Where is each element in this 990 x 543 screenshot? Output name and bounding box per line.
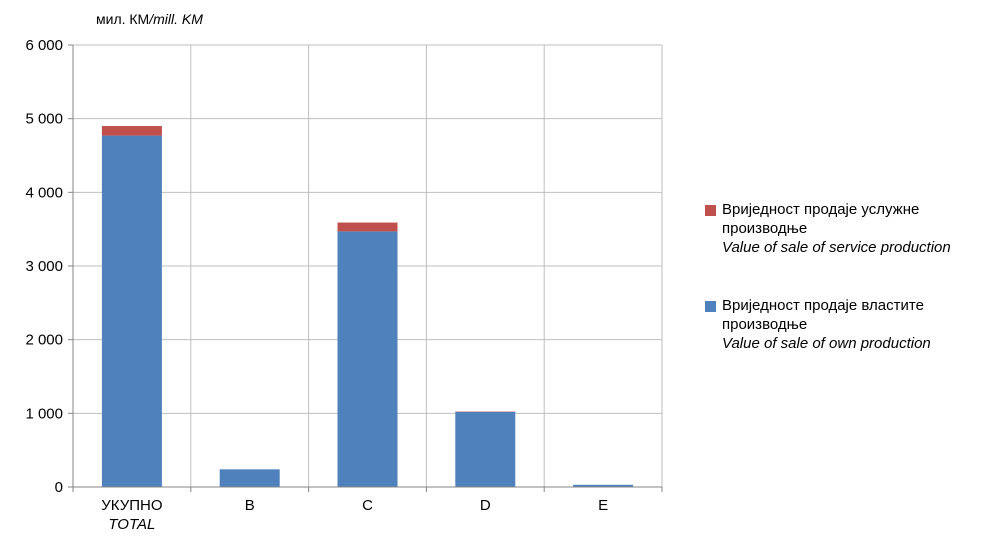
y-tick-label: 4 000: [25, 184, 63, 201]
legend: Вриједност продаје услужне производње Va…: [705, 200, 990, 353]
unit-label-local: мил. КМ: [96, 11, 150, 27]
legend-label-own: Вриједност продаје властите производње: [722, 297, 924, 333]
x-tick-label: C: [362, 497, 373, 514]
bar-own-1: [219, 469, 280, 487]
x-tick-label: D: [480, 497, 491, 514]
tick-labels: 0 1 000 2 000 3 000 4 000 5 000 6 000 УКУПНО TOT…: [25, 37, 608, 533]
y-tick-label: 3 000: [25, 258, 63, 275]
bar-service-2: [337, 222, 398, 232]
y-tick-label: 1 000: [25, 405, 63, 422]
bar-own-0: [101, 135, 162, 488]
y-tick-label: 0: [55, 479, 63, 496]
legend-label-service-en: Value of sale of service production: [722, 239, 951, 256]
x-tick-label: E: [598, 497, 608, 514]
y-tick-label: 6 000: [25, 37, 63, 54]
legend-item-own: Вриједност продаје властите производње V…: [705, 296, 990, 353]
y-axis-unit-label: мил. КМ/mill. KM: [96, 11, 203, 27]
bar-service-0: [101, 126, 162, 136]
bar-own-4: [573, 484, 634, 487]
x-tick-label-en: TOTAL: [108, 516, 155, 533]
legend-swatch-own: [705, 301, 716, 312]
y-tick-label: 5 000: [25, 111, 63, 128]
grid: [73, 44, 663, 487]
legend-item-service: Вриједност продаје услужне производње Va…: [705, 200, 990, 257]
axes: [68, 44, 663, 492]
x-tick-label: B: [245, 497, 255, 514]
legend-label-own-en: Value of sale of own production: [722, 335, 931, 352]
legend-label-service: Вриједност продаје услужне производње: [722, 201, 920, 237]
bar-own-3: [455, 411, 516, 487]
legend-swatch-service: [705, 205, 716, 216]
y-tick-label: 2 000: [25, 332, 63, 349]
bar-own-2: [337, 231, 398, 487]
x-tick-label: УКУПНО: [101, 497, 162, 514]
unit-label-en: /mill. KM: [149, 11, 203, 27]
bars: [101, 126, 634, 488]
